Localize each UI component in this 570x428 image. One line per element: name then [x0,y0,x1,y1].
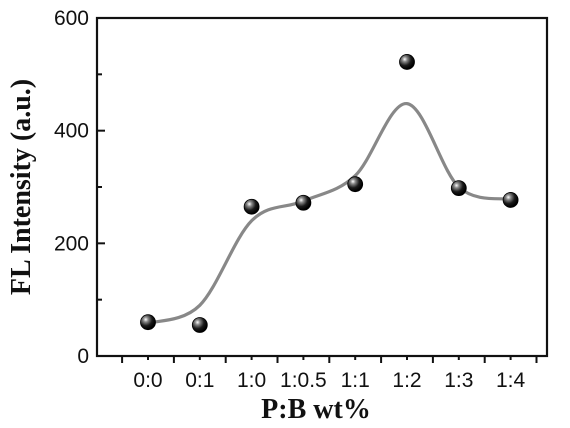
x-tick-label: 1:4 [496,369,526,392]
x-tick-label: 0:1 [185,369,214,392]
x-tick-label: 1:2 [392,369,421,392]
plot-border [97,18,547,356]
plot-area [97,18,547,356]
data-points [141,54,519,332]
fit-curve [148,104,511,324]
x-tick-label: 1:3 [444,369,473,392]
data-point [400,54,415,69]
data-point [141,315,156,330]
y-tick-label: 600 [54,7,89,30]
x-tick-label: 1:0 [237,369,266,392]
data-point [244,199,259,214]
x-axis-title: P:B wt% [261,394,371,425]
data-point [503,192,518,207]
x-tick-label: 1:0.5 [280,369,327,392]
x-axis: 0:0 0:1 1:0 1:0.5 1:1 1:2 1:3 1:4 [122,356,536,392]
data-point [451,181,466,196]
data-point [348,177,363,192]
y-tick-label: 0 [77,345,89,368]
x-tick-label: 1:1 [341,369,370,392]
data-point [192,318,207,333]
y-tick-label: 200 [54,232,89,255]
x-tick-label: 0:0 [133,369,162,392]
y-axis-title: FL Intensity (a.u.) [6,79,37,295]
y-tick-label: 400 [54,120,89,143]
data-point [296,195,311,210]
